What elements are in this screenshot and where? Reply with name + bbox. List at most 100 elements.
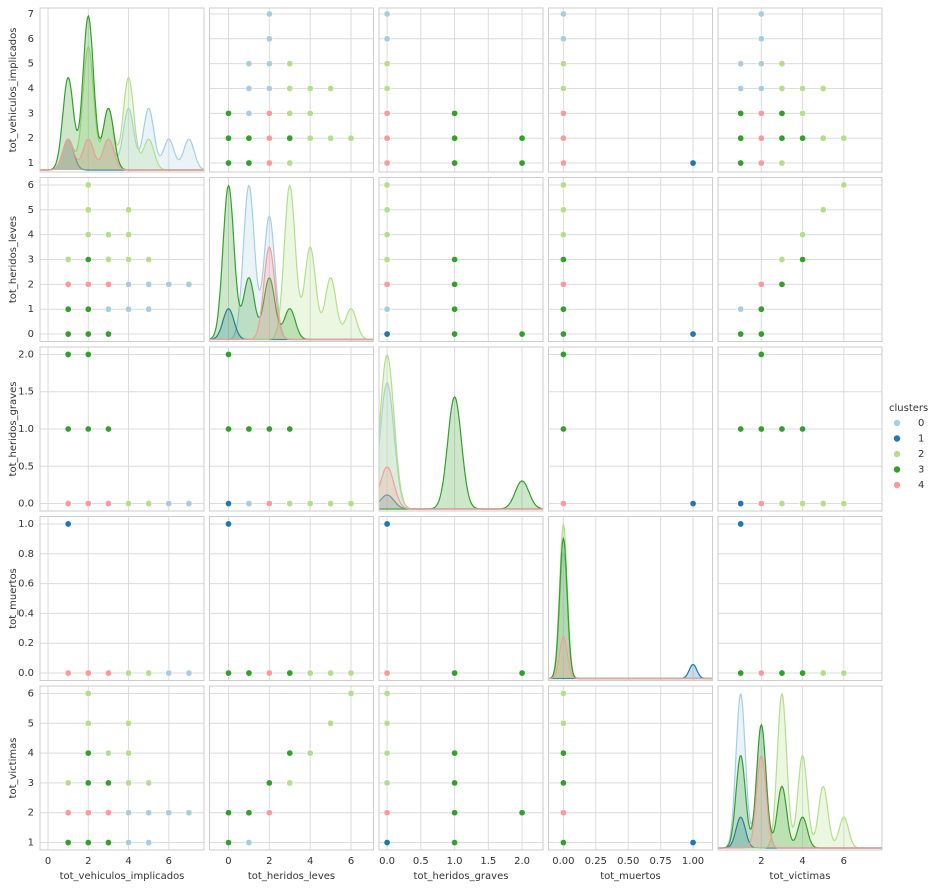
x-tick-label: 1.00 [682, 856, 704, 867]
scatter-point [265, 109, 273, 117]
scatter-point [125, 779, 133, 787]
scatter-point [559, 719, 567, 727]
y-tick-label: 1 [28, 158, 34, 169]
scatter-point [104, 669, 112, 677]
y-tick-label: 0.5 [18, 461, 34, 472]
y-tick-label: 0.2 [18, 638, 34, 649]
scatter-point [737, 425, 745, 433]
scatter-point [799, 134, 807, 142]
scatter-point [689, 330, 697, 338]
scatter-point [84, 255, 92, 263]
panel-frame [548, 516, 713, 681]
scatter-point [265, 779, 273, 787]
scatter-point [265, 10, 273, 18]
scatter-point [347, 669, 355, 677]
scatter-point [125, 231, 133, 239]
scatter-point [224, 669, 232, 677]
scatter-point [518, 809, 526, 817]
scatter-point [778, 669, 786, 677]
panel-frame [209, 7, 374, 173]
y-tick-label: 6 [28, 180, 34, 191]
panel-frame [378, 516, 544, 681]
panel-frame [209, 346, 374, 512]
scatter-point [737, 134, 745, 142]
scatter-point [559, 809, 567, 817]
panel-frame [717, 346, 883, 512]
panel-frame [548, 346, 713, 512]
x-tick-label: 2 [85, 856, 91, 867]
scatter-point [757, 159, 765, 167]
scatter-point [757, 109, 765, 117]
legend-marker [893, 434, 901, 443]
panel-frame [39, 7, 205, 173]
scatter-point [778, 134, 786, 142]
scatter-point [306, 109, 314, 117]
kde-area [718, 724, 882, 848]
scatter-point [799, 255, 807, 263]
kde-line [40, 138, 204, 171]
kde-line [718, 754, 882, 849]
y-tick-label: 5 [28, 59, 34, 70]
scatter-point [306, 669, 314, 677]
scatter-point [799, 231, 807, 239]
scatter-point [224, 109, 232, 117]
scatter-point [819, 500, 827, 508]
scatter-point [224, 520, 232, 528]
y-tick-label: 7 [28, 9, 34, 20]
scatter-point [757, 35, 765, 43]
scatter-point [757, 60, 765, 68]
scatter-point [84, 231, 92, 239]
scatter-point [286, 779, 294, 787]
scatter-point [778, 280, 786, 288]
scatter-point [84, 181, 92, 189]
scatter-point [245, 809, 253, 817]
scatter-point [347, 500, 355, 508]
scatter-point [757, 305, 765, 313]
y-tick-label: 0 [28, 329, 34, 340]
legend-marker [893, 450, 901, 458]
scatter-point [84, 280, 92, 288]
scatter-point [64, 425, 72, 433]
kde-area [209, 185, 374, 340]
scatter-point [64, 500, 72, 508]
scatter-point [145, 255, 153, 263]
scatter-point [224, 350, 232, 358]
scatter-point [286, 85, 294, 93]
scatter-point [265, 500, 273, 508]
scatter-point [778, 109, 786, 117]
panel-frame [717, 685, 883, 851]
scatter-point [778, 425, 786, 433]
x-tick-label: 0.50 [617, 856, 639, 867]
kde-line [209, 246, 374, 341]
kde-area [209, 185, 374, 340]
scatter-point [451, 134, 459, 142]
scatter-point [306, 134, 314, 142]
scatter-point [383, 255, 391, 263]
scatter-point [559, 779, 567, 787]
scatter-point [104, 809, 112, 817]
x-tick-label: 0.75 [650, 856, 672, 867]
legend-marker [893, 465, 901, 474]
kde-area [40, 139, 204, 170]
scatter-point [125, 809, 133, 817]
x-tick-label: 0.25 [585, 856, 607, 867]
scatter-point [104, 330, 112, 338]
scatter-point [224, 500, 232, 508]
y-axis-label: tot_muertos [8, 568, 19, 629]
y-tick-label: 5 [28, 205, 34, 216]
scatter-point [737, 60, 745, 68]
scatter-point [104, 305, 112, 313]
scatter-point [757, 85, 765, 93]
scatter-point [737, 159, 745, 167]
kde-area [379, 355, 543, 509]
panel-frame [209, 516, 374, 681]
legend-label: 1 [918, 434, 924, 445]
panel-frame [209, 177, 374, 342]
scatter-point [125, 839, 133, 847]
legend-label: 4 [918, 480, 924, 491]
scatter-point [799, 425, 807, 433]
scatter-point [84, 669, 92, 677]
scatter-point [840, 669, 848, 677]
y-tick-label: 0.6 [18, 579, 34, 590]
